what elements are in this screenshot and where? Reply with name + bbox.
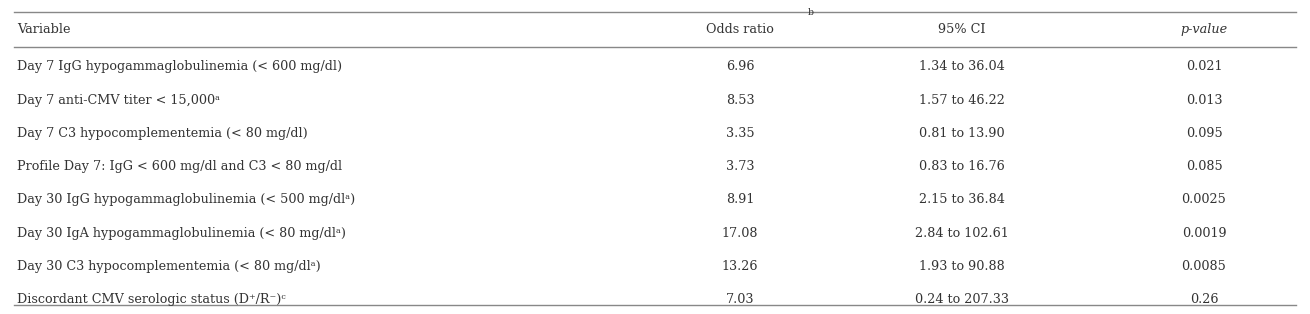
Text: 1.34 to 36.04: 1.34 to 36.04	[920, 60, 1005, 73]
Text: 0.83 to 16.76: 0.83 to 16.76	[920, 160, 1005, 173]
Text: 0.013: 0.013	[1186, 94, 1222, 106]
Text: 7.03: 7.03	[726, 293, 755, 306]
Text: 0.0025: 0.0025	[1182, 193, 1226, 206]
Text: b: b	[808, 8, 814, 17]
Text: 6.96: 6.96	[726, 60, 755, 73]
Text: 3.35: 3.35	[726, 127, 755, 140]
Text: 0.021: 0.021	[1186, 60, 1222, 73]
Text: 0.24 to 207.33: 0.24 to 207.33	[916, 293, 1009, 306]
Text: 3.73: 3.73	[726, 160, 755, 173]
Text: Day 7 anti-CMV titer < 15,000ᵃ: Day 7 anti-CMV titer < 15,000ᵃ	[17, 94, 220, 106]
Text: Profile Day 7: IgG < 600 mg/dl and C3 < 80 mg/dl: Profile Day 7: IgG < 600 mg/dl and C3 < …	[17, 160, 342, 173]
Text: Day 30 IgA hypogammaglobulinemia (< 80 mg/dlᵃ): Day 30 IgA hypogammaglobulinemia (< 80 m…	[17, 227, 346, 240]
Text: 1.93 to 90.88: 1.93 to 90.88	[920, 260, 1005, 273]
Text: Day 7 C3 hypocomplementemia (< 80 mg/dl): Day 7 C3 hypocomplementemia (< 80 mg/dl)	[17, 127, 308, 140]
Text: 0.0085: 0.0085	[1182, 260, 1226, 273]
Text: Discordant CMV serologic status (D⁺/R⁻)ᶜ: Discordant CMV serologic status (D⁺/R⁻)ᶜ	[17, 293, 286, 306]
Text: 0.0019: 0.0019	[1182, 227, 1226, 240]
Text: 0.095: 0.095	[1186, 127, 1222, 140]
Text: Day 7 IgG hypogammaglobulinemia (< 600 mg/dl): Day 7 IgG hypogammaglobulinemia (< 600 m…	[17, 60, 342, 73]
Text: Odds ratio: Odds ratio	[706, 23, 774, 36]
Text: Day 30 IgG hypogammaglobulinemia (< 500 mg/dlᵃ): Day 30 IgG hypogammaglobulinemia (< 500 …	[17, 193, 355, 206]
Text: 1.57 to 46.22: 1.57 to 46.22	[920, 94, 1005, 106]
Text: Day 30 C3 hypocomplementemia (< 80 mg/dlᵃ): Day 30 C3 hypocomplementemia (< 80 mg/dl…	[17, 260, 321, 273]
Text: Variable: Variable	[17, 23, 71, 36]
Text: 2.15 to 36.84: 2.15 to 36.84	[920, 193, 1005, 206]
Text: 17.08: 17.08	[722, 227, 758, 240]
Text: 2.84 to 102.61: 2.84 to 102.61	[916, 227, 1009, 240]
Text: 95% CI: 95% CI	[938, 23, 986, 36]
Text: 8.53: 8.53	[726, 94, 755, 106]
Text: 0.26: 0.26	[1189, 293, 1218, 306]
Text: 0.81 to 13.90: 0.81 to 13.90	[920, 127, 1005, 140]
Text: p-value: p-value	[1180, 23, 1227, 36]
Text: 0.085: 0.085	[1186, 160, 1222, 173]
Text: 8.91: 8.91	[726, 193, 755, 206]
Text: 13.26: 13.26	[722, 260, 758, 273]
